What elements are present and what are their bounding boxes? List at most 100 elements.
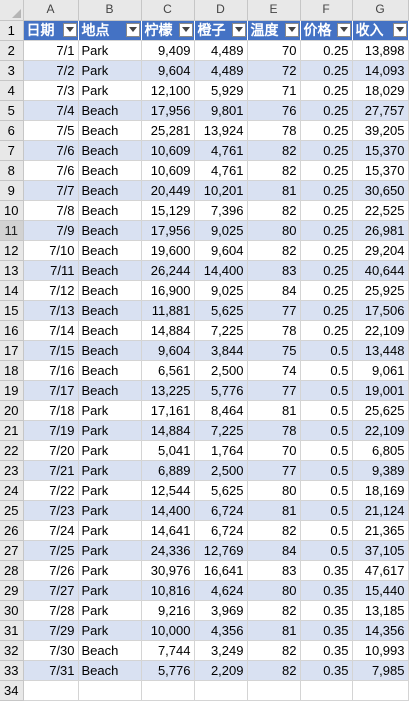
revenue-cell[interactable]: 13,185 (352, 600, 409, 621)
date-cell[interactable]: 7/8 (23, 200, 79, 221)
row-header[interactable]: 6 (0, 120, 24, 141)
revenue-cell[interactable]: 15,440 (352, 580, 409, 601)
lemon-cell[interactable]: 10,000 (141, 620, 195, 641)
temperature-cell[interactable]: 71 (247, 80, 301, 101)
location-cell[interactable]: Beach (78, 320, 142, 341)
revenue-cell[interactable]: 9,061 (352, 360, 409, 381)
orange-cell[interactable]: 9,025 (194, 280, 248, 301)
date-cell[interactable]: 7/26 (23, 560, 79, 581)
temperature-cell[interactable]: 78 (247, 420, 301, 441)
temperature-cell[interactable]: 83 (247, 560, 301, 581)
date-cell[interactable]: 7/9 (23, 220, 79, 241)
orange-cell[interactable]: 4,624 (194, 580, 248, 601)
lemon-cell[interactable]: 30,976 (141, 560, 195, 581)
lemon-cell[interactable]: 5,776 (141, 660, 195, 681)
date-cell[interactable]: 7/11 (23, 260, 79, 281)
row-header[interactable]: 13 (0, 260, 24, 281)
price-cell[interactable]: 0.35 (300, 560, 353, 581)
price-cell[interactable]: 0.25 (300, 260, 353, 281)
date-cell[interactable]: 7/6 (23, 140, 79, 161)
row-header[interactable]: 25 (0, 500, 24, 521)
lemon-cell[interactable]: 5,041 (141, 440, 195, 461)
orange-cell[interactable]: 9,025 (194, 220, 248, 241)
table-header-cell[interactable]: 温度 (247, 20, 301, 41)
location-cell[interactable]: Beach (78, 260, 142, 281)
row-header[interactable]: 10 (0, 200, 24, 221)
row-header[interactable]: 33 (0, 660, 24, 681)
orange-cell[interactable]: 9,801 (194, 100, 248, 121)
price-cell[interactable]: 0.5 (300, 360, 353, 381)
price-cell[interactable]: 0.25 (300, 200, 353, 221)
price-cell[interactable]: 0.25 (300, 60, 353, 81)
price-cell[interactable]: 0.25 (300, 140, 353, 161)
date-cell[interactable]: 7/17 (23, 380, 79, 401)
revenue-cell[interactable]: 15,370 (352, 160, 409, 181)
lemon-cell[interactable]: 12,544 (141, 480, 195, 501)
location-cell[interactable]: Beach (78, 640, 142, 661)
location-cell[interactable]: Beach (78, 360, 142, 381)
revenue-cell[interactable]: 30,650 (352, 180, 409, 201)
lemon-cell[interactable]: 10,609 (141, 160, 195, 181)
filter-dropdown-button[interactable] (392, 22, 407, 37)
orange-cell[interactable]: 7,225 (194, 420, 248, 441)
orange-cell[interactable]: 6,724 (194, 520, 248, 541)
orange-cell[interactable]: 13,924 (194, 120, 248, 141)
row-header[interactable]: 9 (0, 180, 24, 201)
lemon-cell[interactable]: 13,225 (141, 380, 195, 401)
column-header[interactable]: A (23, 0, 79, 21)
orange-cell[interactable]: 2,500 (194, 360, 248, 381)
location-cell[interactable]: Beach (78, 220, 142, 241)
revenue-cell[interactable]: 15,370 (352, 140, 409, 161)
price-cell[interactable]: 0.25 (300, 220, 353, 241)
temperature-cell[interactable]: 82 (247, 140, 301, 161)
orange-cell[interactable]: 5,776 (194, 380, 248, 401)
temperature-cell[interactable]: 82 (247, 600, 301, 621)
price-cell[interactable]: 0.35 (300, 640, 353, 661)
table-header-cell[interactable]: 价格 (300, 20, 353, 41)
location-cell[interactable]: Park (78, 520, 142, 541)
temperature-cell[interactable]: 82 (247, 520, 301, 541)
location-cell[interactable]: Beach (78, 300, 142, 321)
date-cell[interactable]: 7/1 (23, 40, 79, 61)
location-cell[interactable]: Park (78, 480, 142, 501)
temperature-cell[interactable]: 82 (247, 660, 301, 681)
row-header[interactable]: 7 (0, 140, 24, 161)
date-cell[interactable]: 7/14 (23, 320, 79, 341)
revenue-cell[interactable]: 14,356 (352, 620, 409, 641)
lemon-cell[interactable]: 17,161 (141, 400, 195, 421)
lemon-cell[interactable]: 9,604 (141, 340, 195, 361)
lemon-cell[interactable]: 24,336 (141, 540, 195, 561)
orange-cell[interactable]: 4,489 (194, 60, 248, 81)
revenue-cell[interactable]: 13,448 (352, 340, 409, 361)
temperature-cell[interactable]: 77 (247, 300, 301, 321)
location-cell[interactable]: Park (78, 500, 142, 521)
temperature-cell[interactable]: 81 (247, 500, 301, 521)
date-cell[interactable]: 7/27 (23, 580, 79, 601)
date-cell[interactable]: 7/3 (23, 80, 79, 101)
orange-cell[interactable]: 7,225 (194, 320, 248, 341)
location-cell[interactable]: Park (78, 540, 142, 561)
revenue-cell[interactable]: 19,001 (352, 380, 409, 401)
filter-dropdown-button[interactable] (231, 22, 246, 37)
column-header[interactable]: D (194, 0, 248, 21)
date-cell[interactable]: 7/7 (23, 180, 79, 201)
orange-cell[interactable]: 2,500 (194, 460, 248, 481)
location-cell[interactable]: Park (78, 560, 142, 581)
temperature-cell[interactable]: 70 (247, 440, 301, 461)
price-cell[interactable]: 0.25 (300, 180, 353, 201)
orange-cell[interactable]: 4,489 (194, 40, 248, 61)
revenue-cell[interactable]: 39,205 (352, 120, 409, 141)
temperature-cell[interactable]: 75 (247, 340, 301, 361)
orange-cell[interactable]: 12,769 (194, 540, 248, 561)
orange-cell[interactable]: 3,969 (194, 600, 248, 621)
date-cell[interactable]: 7/18 (23, 400, 79, 421)
lemon-cell[interactable]: 6,561 (141, 360, 195, 381)
revenue-cell[interactable]: 25,925 (352, 280, 409, 301)
orange-cell[interactable]: 1,764 (194, 440, 248, 461)
temperature-cell[interactable]: 80 (247, 480, 301, 501)
temperature-cell[interactable]: 78 (247, 320, 301, 341)
orange-cell[interactable]: 4,761 (194, 160, 248, 181)
empty-cell[interactable] (300, 680, 353, 701)
column-header[interactable]: E (247, 0, 301, 21)
revenue-cell[interactable]: 9,389 (352, 460, 409, 481)
